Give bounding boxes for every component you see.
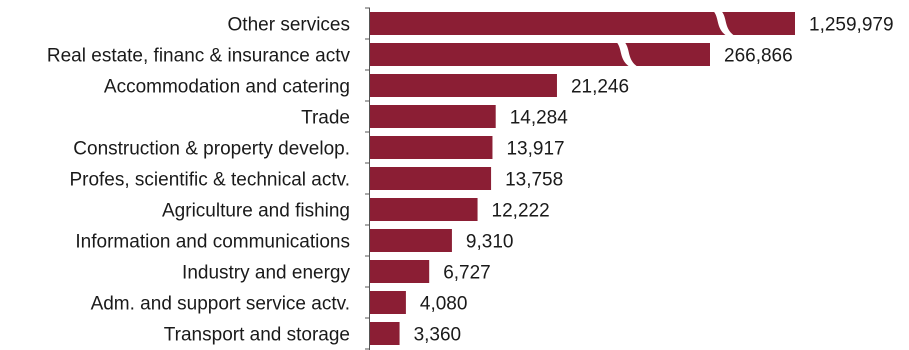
category-label: Construction & property develop. [73, 139, 350, 160]
category-label: Other services [228, 15, 350, 36]
value-label: 6,727 [443, 263, 491, 284]
bar [370, 322, 400, 345]
value-label: 14,284 [510, 108, 569, 129]
category-label: Accommodation and catering [104, 77, 350, 98]
category-label: Industry and energy [182, 263, 350, 284]
category-label: Transport and storage [164, 325, 350, 346]
bar [370, 229, 452, 252]
value-label: 3,360 [414, 325, 462, 346]
value-label: 12,222 [492, 201, 550, 222]
bar [370, 198, 478, 221]
bar [370, 291, 406, 314]
bar [370, 105, 496, 128]
bar [370, 167, 492, 190]
value-label: 21,246 [571, 77, 629, 98]
bar [370, 43, 710, 66]
value-label: 1,259,979 [809, 15, 894, 36]
category-labels: Other services Real estate, financ & insu… [47, 15, 351, 346]
category-label: Information and communications [75, 232, 350, 253]
axis-break-mark [712, 10, 737, 37]
category-label: Real estate, financ & insurance actv [47, 46, 351, 67]
bars-layer [370, 10, 795, 345]
category-label: Adm. and support service actv. [91, 294, 350, 315]
value-label: 9,310 [466, 232, 514, 253]
bar [370, 260, 430, 283]
category-label: Agriculture and fishing [162, 201, 350, 222]
value-label: 266,866 [724, 46, 793, 67]
value-label: 13,758 [505, 170, 563, 191]
bar [370, 136, 493, 159]
bar [370, 12, 795, 35]
category-label: Trade [301, 108, 350, 129]
category-label: Profes, scientific & technical actv. [69, 170, 350, 191]
bar [370, 74, 557, 97]
axis-break-mark [615, 41, 640, 68]
y-axis-ticks [365, 7, 370, 350]
value-label: 4,080 [420, 294, 468, 315]
value-label: 13,917 [506, 139, 564, 160]
